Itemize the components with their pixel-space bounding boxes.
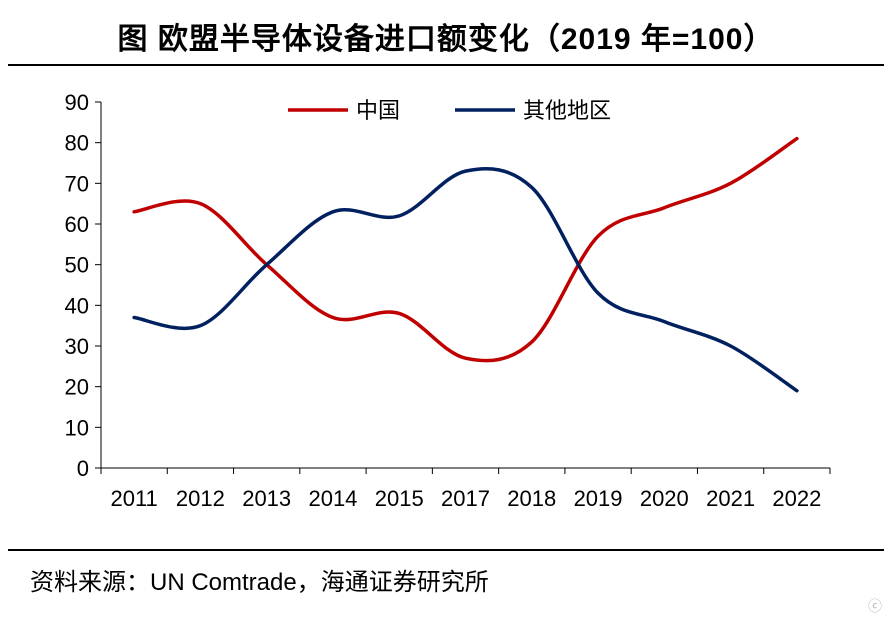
y-tick-label: 60 [65,212,89,237]
y-tick-label: 80 [65,131,89,156]
y-tick-label: 90 [65,90,89,115]
legend-label: 其他地区 [523,98,611,123]
y-tick-label: 0 [77,456,89,481]
y-tick-label: 70 [65,171,89,196]
top-rule [8,64,884,66]
x-tick-label: 2019 [574,486,623,511]
source-note: 资料来源：UN Comtrade，海通证券研究所 [30,569,489,596]
y-tick-label: 20 [65,375,89,400]
x-tick-label: 2018 [507,486,556,511]
x-tick-label: 2020 [640,486,689,511]
x-tick-label: 2012 [176,486,225,511]
x-tick-label: 2021 [706,486,755,511]
y-tick-label: 10 [65,415,89,440]
x-tick-label: 2022 [772,486,821,511]
y-tick-label: 40 [65,293,89,318]
bottom-rule [8,549,884,551]
chart-title: 图 欧盟半导体设备进口额变化（2019 年=100） [117,23,775,56]
line-chart: 0 10 20 30 40 50 60 70 80 90 2011 2012 2013 2014 2015 2… [65,90,831,511]
x-tick-label: 2017 [441,486,490,511]
watermark-logo: ⓒ [868,598,882,614]
x-tick-label: 2014 [308,486,357,511]
legend-label: 中国 [356,98,400,123]
x-tick-label: 2011 [110,486,157,511]
y-tick-label: 30 [65,334,89,359]
x-tick-label: 2013 [242,486,291,511]
x-tick-label: 2015 [375,486,424,511]
y-tick-label: 50 [65,253,89,278]
